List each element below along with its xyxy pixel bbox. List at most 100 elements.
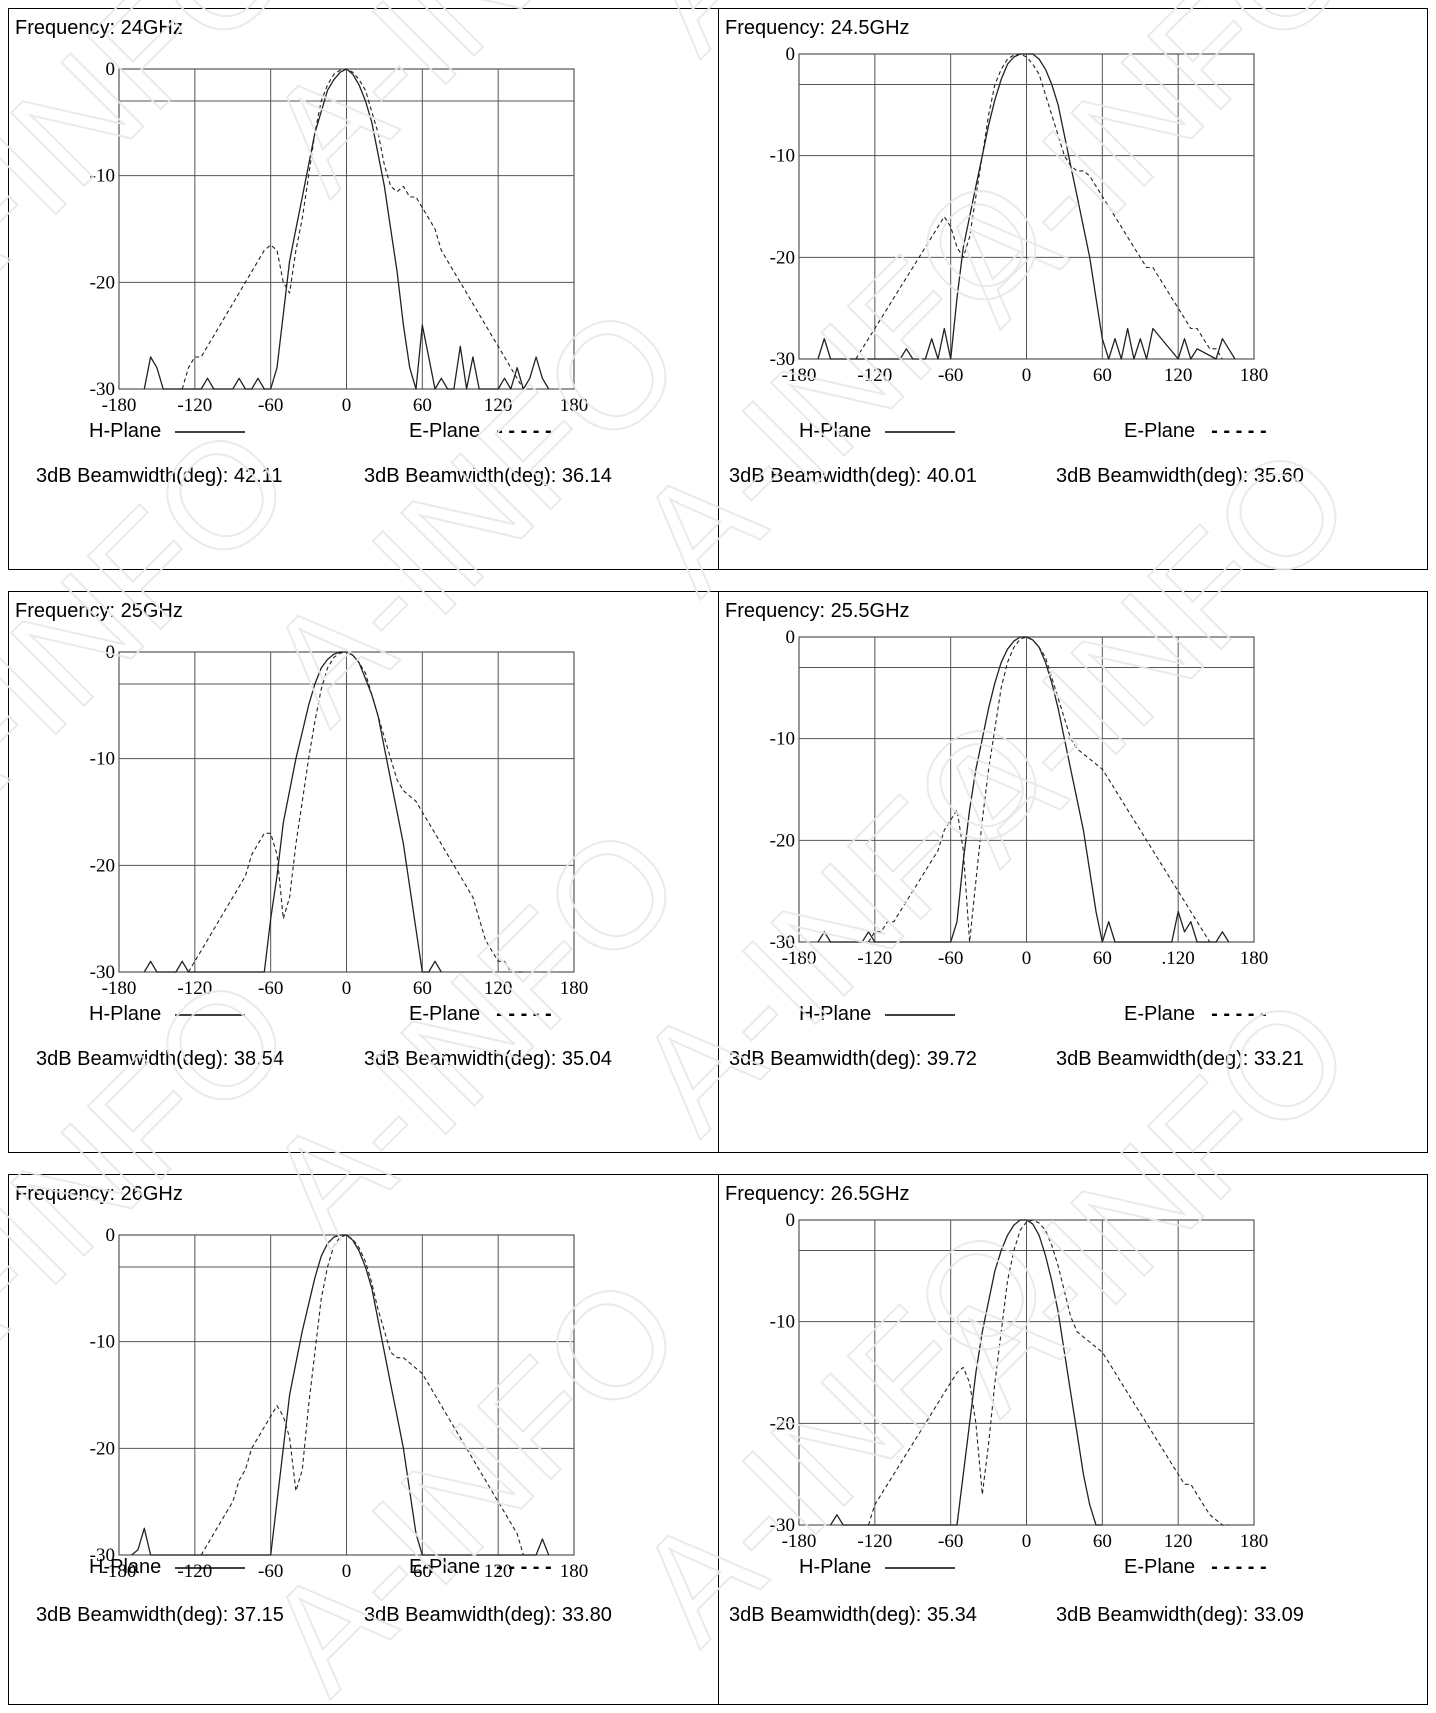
plot-area: -180 -120 -60 0 60 120 180 0 -10 -20 -30 <box>90 642 589 999</box>
x-tick-label: -60 <box>938 365 963 386</box>
x-tick-label: -180 <box>102 1561 137 1582</box>
series-line-h-plane <box>143 68 550 390</box>
y-tick-label: -20 <box>770 830 795 851</box>
x-tick-label: 60 <box>413 978 432 999</box>
legend-dashed-line-icon: - - - - - <box>1211 1003 1267 1025</box>
x-tick-label: -180 <box>102 978 137 999</box>
chart-panel-4: Frequency: 25.5GHz -180 -120 -60 0 60 .120 180 0… <box>719 592 1427 1152</box>
x-tick-label: -120 <box>857 948 892 969</box>
x-tick-label: 0 <box>1022 1531 1032 1552</box>
chart-row-1: Frequency: 24GHz -180 -120 -60 0 60 120 180 0 -10… <box>8 8 1428 570</box>
series-line-h-plane <box>817 53 1236 360</box>
x-tick-label: 180 <box>1240 365 1269 386</box>
e-plane-beamwidth: 3dB Beamwidth(deg): 35.60 <box>1056 465 1304 487</box>
plot-area: -180 -120 -60 0 60 120 180 0 -10 -20 -30 <box>770 1210 1269 1552</box>
x-tick-label: -60 <box>938 948 963 969</box>
series-line-e-plane <box>181 68 524 390</box>
legend-solid-line-icon <box>175 430 246 433</box>
legend-e-plane-label: E-Plane <box>1124 1556 1196 1578</box>
x-tick-label: 0 <box>342 978 352 999</box>
x-tick-label: -120 <box>857 365 892 386</box>
legend-e-plane-label: E-Plane <box>409 1556 481 1578</box>
y-tick-label: -20 <box>90 1438 115 1459</box>
legend-e-plane: E-Plane - - - - - <box>1124 420 1267 443</box>
legend-e-plane-label: E-Plane <box>409 1003 481 1025</box>
y-tick-label: -30 <box>770 349 795 370</box>
legend-solid-line-icon <box>885 1566 956 1569</box>
x-tick-label: 180 <box>560 978 589 999</box>
chart-panel-3: Frequency: 25GHz -180 -120 -60 0 60 120 180 0 -10… <box>9 592 719 1152</box>
e-plane-beamwidth: 3dB Beamwidth(deg): 36.14 <box>364 465 612 487</box>
legend-e-plane: E-Plane - - - - - <box>409 1003 552 1026</box>
h-plane-beamwidth: 3dB Beamwidth(deg): 40.01 <box>729 465 977 487</box>
x-tick-label: -60 <box>258 1561 283 1582</box>
h-plane-beamwidth: 3dB Beamwidth(deg): 37.15 <box>36 1604 284 1626</box>
legend-dashed-line-icon: - - - - - <box>496 1556 552 1578</box>
x-tick-label: .120 <box>1162 948 1195 969</box>
x-tick-label: -180 <box>782 365 817 386</box>
y-tick-label: 0 <box>786 627 796 648</box>
series-line-e-plane <box>855 53 1223 360</box>
frequency-label: Frequency: 24GHz <box>15 17 183 39</box>
legend-h-plane: H-Plane <box>89 1003 246 1026</box>
chart-panel-6: Frequency: 26.5GHz -180 -120 -60 0 60 120 180 0-… <box>719 1175 1427 1704</box>
chart-panel-1: Frequency: 24GHz -180 -120 -60 0 60 120 180 0 -10… <box>9 9 719 569</box>
plot-area: -180 -120 -60 0 60 .120 180 0 -10 -20 -30 <box>770 627 1269 969</box>
legend-e-plane: E-Plane - - - - - <box>409 1556 552 1579</box>
y-tick-label: -30 <box>90 1545 115 1566</box>
legend-e-plane-label: E-Plane <box>409 420 481 442</box>
e-plane-beamwidth: 3dB Beamwidth(deg): 33.80 <box>364 1604 612 1626</box>
chart-grid: Frequency: 24GHz -180 -120 -60 0 60 120 180 0 -10… <box>8 8 1428 1705</box>
y-tick-label: 0 <box>106 59 116 80</box>
legend-solid-line-icon <box>885 1013 956 1016</box>
legend-e-plane: E-Plane - - - - - <box>409 420 552 443</box>
e-plane-beamwidth: 3dB Beamwidth(deg): 35.04 <box>364 1048 612 1070</box>
legend-solid-line-icon <box>175 1566 246 1569</box>
x-tick-label: 180 <box>560 395 589 416</box>
x-tick-label: 120 <box>484 1561 513 1582</box>
h-plane-beamwidth: 3dB Beamwidth(deg): 35.34 <box>729 1604 977 1626</box>
frequency-label: Frequency: 24.5GHz <box>725 17 910 39</box>
legend-dashed-line-icon: - - - - - <box>496 1003 552 1025</box>
legend-h-plane-label: H-Plane <box>89 1556 162 1578</box>
y-tick-label: -30 <box>770 932 795 953</box>
legend-dashed-line-icon: - - - - - <box>496 420 552 442</box>
chart-row-2: Frequency: 25GHz -180 -120 -60 0 60 120 180 0 -10… <box>8 591 1428 1153</box>
y-tick-label: -20 <box>770 1413 795 1434</box>
x-tick-label: 180 <box>560 1561 589 1582</box>
h-plane-beamwidth: 3dB Beamwidth(deg): 38.54 <box>36 1048 284 1070</box>
legend-dashed-line-icon: - - - - - <box>1211 1556 1267 1578</box>
x-tick-label: 60 <box>413 1561 432 1582</box>
series-line-e-plane <box>867 1219 1229 1526</box>
y-tick-label: -10 <box>90 749 115 770</box>
y-tick-label: -20 <box>90 855 115 876</box>
x-tick-label: -180 <box>782 1531 817 1552</box>
y-tick-label: -30 <box>770 1515 795 1536</box>
y-tick-label: -20 <box>770 247 795 268</box>
x-tick-label: -60 <box>258 978 283 999</box>
y-tick-label: -10 <box>90 1332 115 1353</box>
plot-area: -180 -120 -60 0 60 120 180 0 -10 -20 -30 <box>770 44 1269 386</box>
x-tick-label: 180 <box>1240 1531 1269 1552</box>
legend-h-plane: H-Plane <box>89 420 246 443</box>
x-tick-label: -180 <box>102 395 137 416</box>
x-tick-label: -60 <box>938 1531 963 1552</box>
y-tick-label: 0 <box>786 1210 796 1231</box>
y-tick-label: -10 <box>770 729 795 750</box>
x-tick-label: 120 <box>1164 1531 1193 1552</box>
x-tick-label: 60 <box>1093 948 1112 969</box>
frequency-label: Frequency: 26GHz <box>15 1183 183 1205</box>
y-tick-label: 0 <box>106 642 116 663</box>
legend-solid-line-icon <box>885 430 956 433</box>
e-plane-beamwidth: 3dB Beamwidth(deg): 33.21 <box>1056 1048 1304 1070</box>
x-tick-label: -120 <box>177 978 212 999</box>
series-line-e-plane <box>868 636 1211 943</box>
series-line-h-plane <box>830 1219 1103 1526</box>
legend-e-plane-label: E-Plane <box>1124 1003 1196 1025</box>
legend-h-plane-label: H-Plane <box>799 1556 872 1578</box>
y-tick-label: -10 <box>770 146 795 167</box>
x-tick-label: -120 <box>177 395 212 416</box>
x-tick-label: -120 <box>857 1531 892 1552</box>
x-tick-label: 180 <box>1240 948 1269 969</box>
legend-h-plane: H-Plane <box>89 1556 246 1579</box>
